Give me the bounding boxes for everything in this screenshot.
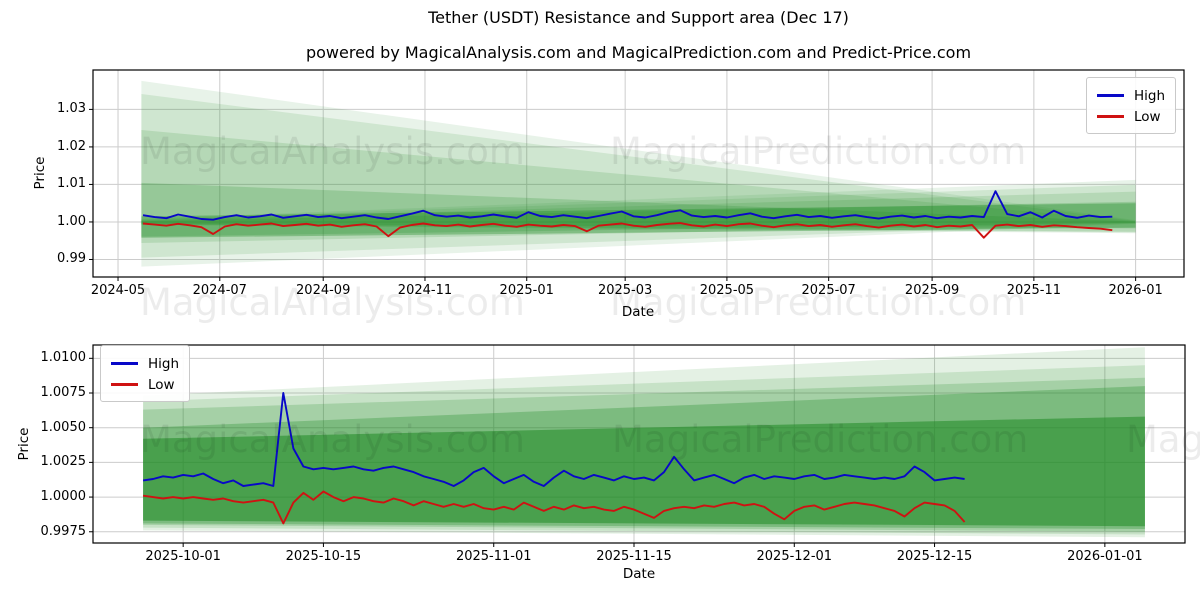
high-line xyxy=(142,190,1113,221)
legend-bottom-chart: High Low xyxy=(100,345,191,402)
legend-entry-low: Low xyxy=(1097,106,1165,127)
price-lines xyxy=(142,392,966,525)
legend-top-chart: High Low xyxy=(1086,77,1177,134)
low-line-swatch xyxy=(111,383,138,386)
legend-entry-high: High xyxy=(1097,85,1165,106)
price-lines xyxy=(142,190,1113,239)
low-line-swatch xyxy=(1097,115,1124,118)
grid-layer xyxy=(89,70,1184,281)
high-line xyxy=(142,392,965,487)
figure-subtitle: powered by MagicalAnalysis.com and Magic… xyxy=(305,43,972,62)
x-axis-label-top-chart: Date xyxy=(621,304,655,320)
figure-title: Tether (USDT) Resistance and Support are… xyxy=(428,8,849,27)
chart-0 xyxy=(89,69,1185,281)
high-line-swatch xyxy=(111,362,138,365)
plot-frame xyxy=(92,69,1185,278)
high-line-swatch xyxy=(1097,94,1124,97)
legend-entry-low: Low xyxy=(111,374,179,395)
legend-label-low: Low xyxy=(1134,108,1161,125)
legend-entry-high: High xyxy=(111,353,179,374)
y-axis-label-top-chart: Price xyxy=(32,156,48,190)
low-line xyxy=(142,490,966,525)
support-resistance-bands xyxy=(141,80,1136,267)
support-resistance-bands xyxy=(143,347,1145,538)
plot-frame xyxy=(92,344,1186,544)
legend-label-high: High xyxy=(1134,87,1166,104)
x-axis-label-bottom-chart: Date xyxy=(622,566,656,582)
legend-label-high: High xyxy=(148,355,180,372)
y-axis-label-bottom-chart: Price xyxy=(16,427,32,461)
legend-label-low: Low xyxy=(148,376,175,393)
low-line xyxy=(142,222,1113,239)
chart-1 xyxy=(89,344,1186,547)
